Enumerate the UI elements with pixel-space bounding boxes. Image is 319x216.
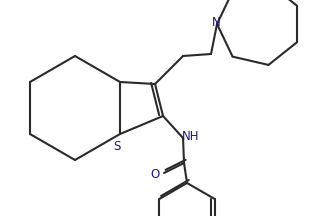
Text: N: N <box>212 16 220 30</box>
Text: NH: NH <box>182 130 200 143</box>
Text: S: S <box>113 140 121 152</box>
Text: O: O <box>150 168 160 181</box>
